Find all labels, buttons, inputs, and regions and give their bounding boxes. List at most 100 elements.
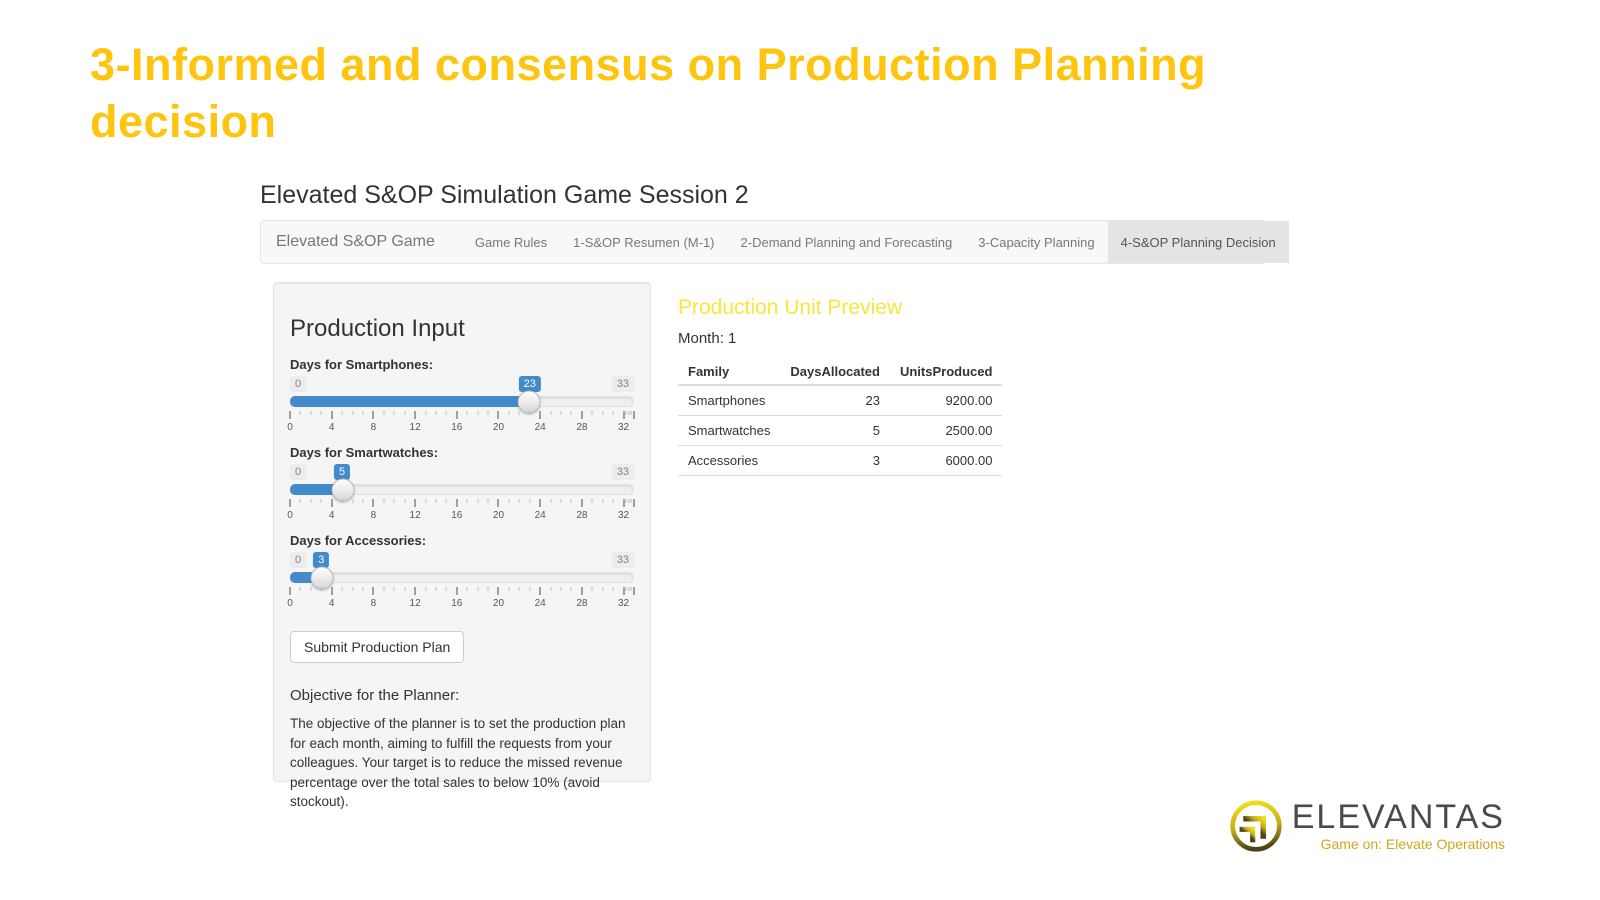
tick-label: 12 (409, 510, 421, 521)
slider-grid: 0 4 8 12 16 20 24 28 32 (287, 499, 635, 525)
table-cell: 2500.00 (889, 415, 1003, 446)
tick-major (456, 411, 458, 419)
tick-minor (508, 499, 510, 503)
slider-track-accessories[interactable] (290, 566, 634, 589)
tick-minor (383, 499, 385, 503)
tick-major (456, 499, 458, 507)
submit-production-plan-button[interactable]: Submit Production Plan (290, 631, 465, 663)
slider-fill (290, 484, 342, 495)
tick-major (497, 499, 499, 507)
tick-minor (435, 411, 437, 415)
tick-label: 20 (492, 422, 505, 433)
nav-tab-5[interactable]: 4-S&OP Planning Decision (1107, 221, 1289, 263)
slider-grid: 0 4 8 12 16 20 24 28 32 (287, 587, 635, 613)
slider-max-badge: 33 (611, 464, 634, 480)
tick-minor (362, 587, 364, 591)
tick-major (372, 499, 374, 507)
table-row: Accessories 3 6000.00 (678, 445, 1003, 476)
tick-minor (570, 499, 572, 503)
tick-minor (477, 499, 479, 503)
slider-min-badge: 0 (290, 464, 307, 480)
tick-label: 0 (287, 510, 293, 521)
table-cell: 6000.00 (889, 445, 1003, 476)
table-header: UnitsProduced (889, 359, 1003, 386)
tick-minor (310, 499, 312, 503)
tick-minor (570, 587, 572, 591)
tick-major (623, 411, 625, 419)
tick-label: 28 (576, 422, 588, 433)
tick-major (633, 499, 635, 507)
tick-minor (393, 499, 395, 503)
tick-label: 8 (370, 422, 377, 433)
tick-minor (299, 411, 301, 415)
tick-minor (425, 411, 426, 415)
tick-minor (352, 411, 354, 415)
slider-handle-accessories[interactable] (310, 566, 334, 589)
slider-handle-smartphones[interactable] (517, 390, 541, 413)
slider-badges: 0 23 33 (290, 376, 634, 396)
tick-minor (362, 499, 364, 503)
nav-tab-3[interactable]: 2-Demand Planning and Forecasting (740, 234, 953, 250)
tick-label: 32 (618, 422, 630, 433)
tick-label: 28 (576, 598, 588, 609)
tick-minor (570, 411, 572, 415)
tick-minor (518, 411, 520, 415)
tick-minor (508, 411, 510, 415)
navbar-brand[interactable]: Elevated S&OP Game (276, 233, 435, 250)
table-cell: Accessories (678, 445, 781, 476)
objective-title: Objective for the Planner: (290, 687, 460, 704)
logo-text: ELEVANTAS Game on: Elevate Operations (1292, 799, 1505, 852)
tick-label: 24 (534, 422, 546, 433)
tick-major (331, 587, 333, 595)
nav-tab-4[interactable]: 3-Capacity Planning (978, 234, 1095, 250)
table-header: Family (678, 359, 781, 386)
month-label: Month: 1 (678, 330, 737, 347)
slider-label: Days for Smartphones: (290, 357, 434, 372)
slider-grid: 0 4 8 12 16 20 24 28 32 (287, 411, 635, 437)
tick-minor (625, 499, 627, 503)
tick-minor (445, 411, 447, 415)
slider-max-badge: 33 (611, 376, 634, 392)
tick-major (414, 587, 416, 595)
tick-minor (560, 499, 562, 503)
tick-minor (341, 499, 343, 503)
tick-minor (445, 499, 447, 503)
slider-fill (290, 396, 529, 407)
navbar: Elevated S&OP Game Game Rules 1-S&OP Resu… (260, 220, 1289, 264)
tick-label: 0 (287, 598, 293, 609)
tick-minor (591, 587, 593, 591)
slider-track-smartwatches[interactable] (290, 478, 634, 501)
slider-value-badge: 23 (518, 376, 541, 392)
slider-handle-smartwatches[interactable] (331, 478, 355, 501)
elevantas-logo-icon (1230, 800, 1282, 852)
slider-track-smartphones[interactable] (290, 390, 634, 413)
tick-minor (320, 411, 322, 415)
slider-value-badge: 5 (334, 464, 351, 480)
slide-title: 3-Informed and consensus on Production P… (90, 39, 1207, 147)
tick-minor (630, 587, 632, 591)
tick-major (623, 587, 625, 595)
tick-minor (383, 587, 385, 591)
tick-minor (518, 499, 520, 503)
tick-minor (628, 411, 630, 415)
tick-major (456, 587, 458, 595)
tick-minor (362, 411, 364, 415)
tick-minor (628, 499, 630, 503)
objective-text: The objective of the planner is to set t… (290, 716, 626, 810)
elevantas-logo: ELEVANTAS Game on: Elevate Operations (1228, 798, 1505, 854)
tick-label: 4 (328, 598, 335, 609)
production-input-panel: Production Input Days for Smartphones: 0… (273, 282, 651, 809)
tick-minor (630, 499, 632, 503)
tick-minor (602, 587, 604, 591)
tick-minor (628, 587, 630, 591)
tick-minor (352, 499, 354, 503)
tick-minor (383, 411, 385, 415)
tick-minor (352, 587, 354, 591)
tick-label: 12 (409, 598, 421, 609)
nav-tab-1[interactable]: Game Rules (474, 234, 548, 250)
tick-major (581, 411, 583, 419)
tick-minor (487, 587, 489, 591)
nav-tab-2[interactable]: 1-S&OP Resumen (M-1) (573, 234, 715, 250)
tick-minor (466, 499, 468, 503)
tick-minor (625, 411, 627, 415)
